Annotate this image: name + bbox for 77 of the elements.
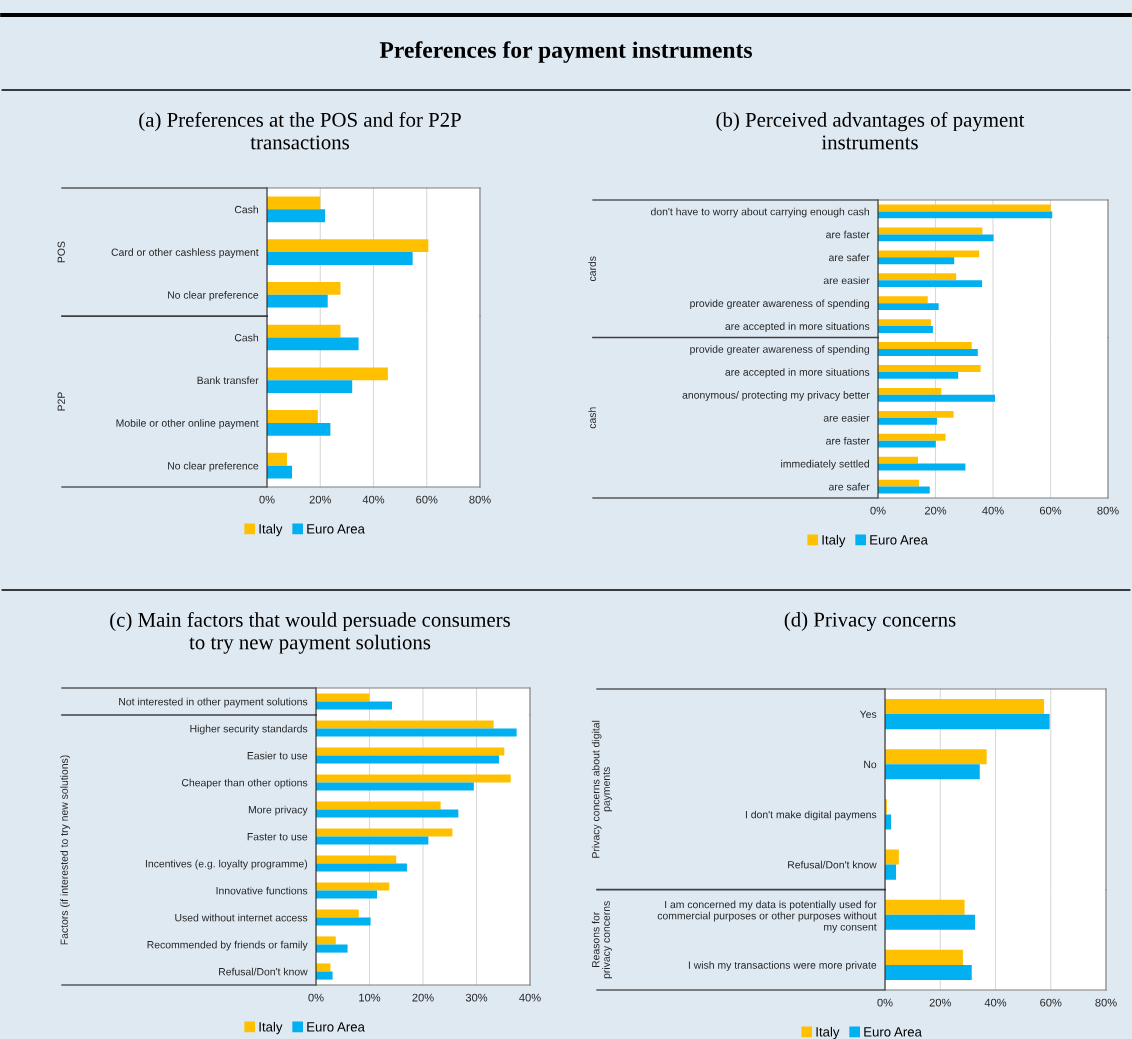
y-axis-title: cards xyxy=(588,256,596,282)
x-tick-label: 80% xyxy=(469,495,491,504)
x-tick-label: 40% xyxy=(982,506,1004,515)
y-axis-title: Factors (if interested to try new solutions) xyxy=(60,755,70,945)
y-tick-label: I am concerned my data is potentially used for commercial purposes or other purposes without my consent xyxy=(657,900,877,933)
x-tick-label: 0% xyxy=(308,993,324,1002)
y-tick-label: Incentives (e.g. loyalty programme) xyxy=(145,859,308,870)
y-tick-label: Card or other cashless payment xyxy=(111,248,259,259)
legend-label: Italy xyxy=(259,523,283,537)
x-tick-label: 0% xyxy=(259,495,275,504)
x-tick-label: 40% xyxy=(519,993,541,1002)
y-tick-label: immediately settled xyxy=(781,459,869,470)
chart-subtitle: (b) Perceived advantages of payment instruments xyxy=(716,112,1025,150)
y-tick-label: are faster xyxy=(826,436,870,445)
legend-label: Euro Area xyxy=(870,535,928,545)
y-tick-label: Bank transfer xyxy=(197,376,259,385)
y-tick-label: No clear preference xyxy=(168,461,259,472)
legend-label: Italy xyxy=(816,1026,840,1039)
y-tick-label: are easier xyxy=(823,413,870,422)
y-tick-label: Cheaper than other options xyxy=(181,778,308,789)
x-tick-label: 80% xyxy=(1095,998,1117,1007)
chart-subtitle: (d) Privacy concerns xyxy=(784,612,956,631)
x-tick-label: 10% xyxy=(359,993,381,1002)
chart-subtitle: (c) Main factors that would persuade consumers to try new payment solutions xyxy=(110,612,510,654)
y-tick-label: are faster xyxy=(826,230,870,239)
y-axis-title: POS xyxy=(57,241,65,263)
x-tick-label: 0% xyxy=(877,998,893,1007)
y-tick-label: Cash xyxy=(234,205,258,214)
legend-label: Italy xyxy=(822,534,846,548)
y-tick-label: are accepted in more situations xyxy=(725,368,870,378)
y-axis-title: Reasons for privacy concerns xyxy=(591,901,612,979)
legend-label: Italy xyxy=(259,1021,283,1035)
y-axis-title: Privacy concerns about digital payments xyxy=(591,720,612,858)
y-axis-title: P2P xyxy=(57,392,65,411)
y-tick-label: Yes xyxy=(859,710,877,718)
y-tick-label: anonymous/ protecting my privacy better xyxy=(682,391,870,401)
x-tick-label: 40% xyxy=(984,998,1007,1007)
y-tick-label: provide greater awareness of spending xyxy=(690,345,870,355)
y-tick-label: I don't make digital paymens xyxy=(745,810,877,821)
x-tick-label: 20% xyxy=(924,506,947,515)
text: Preferences for payment instruments xyxy=(379,41,752,63)
y-tick-label: Recommended by friends or family xyxy=(147,940,308,951)
y-tick-label: Refusal/Don't know xyxy=(788,860,877,869)
y-tick-label: I wish my transactions were more private xyxy=(688,961,877,971)
y-tick-label: are safer xyxy=(829,482,870,491)
x-tick-label: 20% xyxy=(309,495,331,504)
x-tick-label: 60% xyxy=(416,495,438,504)
y-tick-label: Easier to use xyxy=(247,751,308,760)
y-tick-label: are easier xyxy=(823,276,870,285)
y-tick-label: Used without internet access xyxy=(175,913,308,922)
x-tick-label: 60% xyxy=(1040,998,1062,1007)
legend-label: Euro Area xyxy=(307,1022,365,1032)
chart-subtitle: (a) Preferences at the POS and for P2P transactions xyxy=(139,112,461,150)
x-tick-label: 20% xyxy=(412,993,434,1002)
y-tick-label: Faster to use xyxy=(247,833,308,841)
x-tick-label: 40% xyxy=(362,495,385,504)
x-tick-label: 0% xyxy=(870,506,886,515)
x-tick-label: 30% xyxy=(465,993,488,1002)
x-tick-label: 20% xyxy=(929,998,951,1007)
y-axis-title: cash xyxy=(588,407,596,429)
y-tick-label: don't have to worry about carrying enough cash xyxy=(650,207,870,218)
y-tick-label: Cash xyxy=(234,333,258,342)
y-tick-label: Refusal/Don't know xyxy=(219,967,308,976)
y-tick-label: are accepted in more situations xyxy=(725,322,870,333)
y-tick-label: Mobile or other online payment xyxy=(116,419,259,429)
y-tick-label: Not interested in other payment solutions xyxy=(119,697,308,708)
x-tick-label: 80% xyxy=(1097,506,1119,515)
y-tick-label: are safer xyxy=(829,253,870,262)
y-tick-label: No clear preference xyxy=(168,291,259,301)
y-tick-label: Innovative functions xyxy=(216,886,308,895)
y-tick-label: Higher security standards xyxy=(190,724,308,735)
legend-label: Euro Area xyxy=(307,524,365,534)
y-tick-label: More privacy xyxy=(248,805,308,816)
y-tick-label: provide greater awareness of spending xyxy=(690,299,870,310)
legend-label: Euro Area xyxy=(864,1027,922,1037)
x-tick-label: 60% xyxy=(1039,506,1062,515)
y-tick-label: No xyxy=(864,760,877,769)
